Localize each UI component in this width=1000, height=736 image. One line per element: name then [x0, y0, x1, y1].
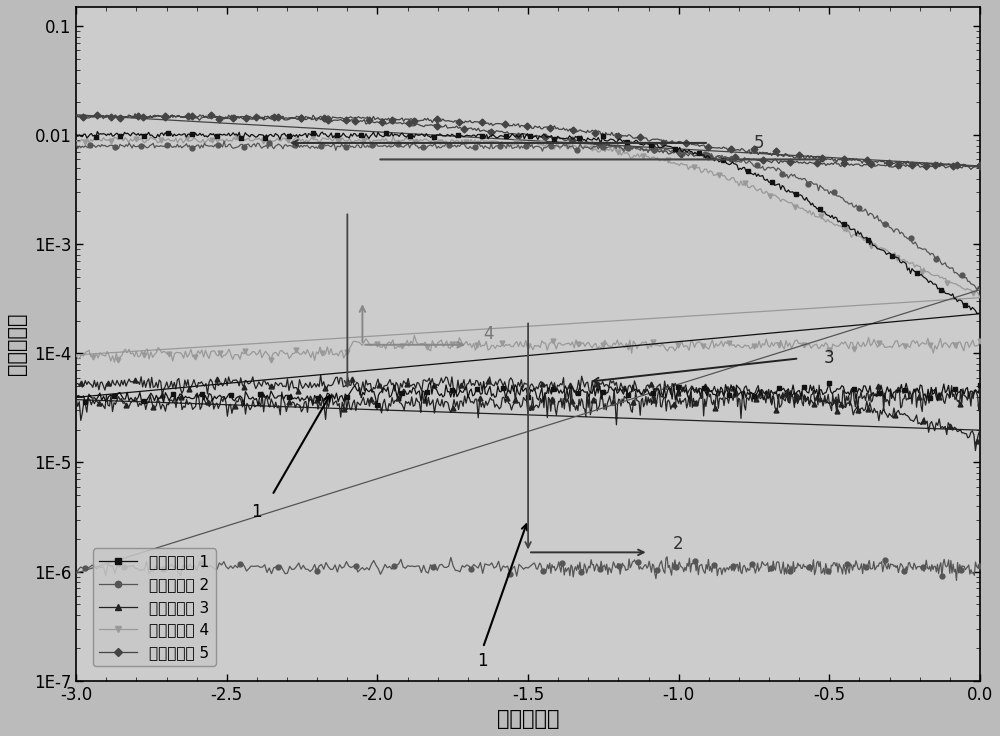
第一次扫描 1: [70, 130, 82, 138]
Text: 5: 5: [754, 134, 765, 152]
第三次扫描 3: [70, 379, 82, 388]
第四次扫描 4: [178, 354, 190, 363]
第二次扫描 2: [795, 564, 807, 573]
第二次扫描 2: [950, 576, 962, 585]
X-axis label: 电压（伏）: 电压（伏）: [497, 709, 559, 729]
第三次扫描 3: [816, 394, 828, 403]
第四次扫描 4: [635, 151, 647, 160]
Legend: 第一次扫描 1, 第二次扫描 2, 第三次扫描 3, 第四次扫描 4, 第五次扫描 5: 第一次扫描 1, 第二次扫描 2, 第三次扫描 3, 第四次扫描 4, 第五次扫…: [93, 548, 216, 666]
第四次扫描 4: [243, 351, 255, 360]
Line: 第五次扫描 5: 第五次扫描 5: [74, 111, 982, 171]
Text: 2: 2: [673, 535, 683, 553]
第二次扫描 2: [247, 562, 259, 571]
第四次扫描 4: [108, 358, 120, 367]
第五次扫描 5: [70, 112, 82, 121]
第三次扫描 3: [943, 394, 955, 403]
第一次扫描 1: [974, 381, 986, 389]
第四次扫描 4: [974, 337, 986, 346]
Text: 1: 1: [251, 503, 262, 521]
第五次扫描 5: [527, 132, 539, 141]
第五次扫描 5: [894, 157, 906, 166]
第一次扫描 1: [505, 132, 517, 141]
Y-axis label: 电流（安）: 电流（安）: [7, 313, 27, 375]
第二次扫描 2: [218, 137, 230, 146]
第二次扫描 2: [974, 562, 986, 570]
第一次扫描 1: [921, 395, 933, 404]
第五次扫描 5: [847, 155, 859, 163]
第四次扫描 4: [329, 132, 341, 141]
第三次扫描 3: [914, 418, 926, 427]
Line: 第四次扫描 4: 第四次扫描 4: [74, 134, 982, 364]
Line: 第一次扫描 1: 第一次扫描 1: [74, 129, 982, 408]
第三次扫描 3: [974, 399, 986, 408]
Text: 4: 4: [483, 325, 493, 343]
第三次扫描 3: [275, 379, 287, 388]
第五次扫描 5: [145, 113, 157, 121]
第四次扫描 4: [791, 336, 803, 344]
Line: 第二次扫描 2: 第二次扫描 2: [74, 138, 982, 583]
第五次扫描 5: [555, 125, 567, 134]
第五次扫描 5: [287, 114, 299, 123]
第一次扫描 1: [238, 401, 250, 410]
第四次扫描 4: [434, 137, 446, 146]
第三次扫描 3: [315, 371, 327, 380]
第四次扫描 4: [70, 136, 82, 145]
第二次扫描 2: [70, 140, 82, 149]
第三次扫描 3: [969, 446, 981, 455]
第二次扫描 2: [927, 250, 939, 258]
第三次扫描 3: [963, 387, 975, 396]
Text: 1: 1: [477, 652, 488, 670]
第三次扫描 3: [250, 401, 262, 410]
Line: 第三次扫描 3: 第三次扫描 3: [74, 372, 982, 453]
第一次扫描 1: [91, 127, 103, 136]
第五次扫描 5: [129, 109, 141, 118]
第四次扫描 4: [467, 138, 479, 147]
第二次扫描 2: [747, 562, 759, 571]
Text: 3: 3: [823, 350, 834, 367]
第五次扫描 5: [965, 165, 977, 174]
第二次扫描 2: [511, 572, 523, 581]
第一次扫描 1: [149, 133, 161, 142]
第一次扫描 1: [660, 394, 672, 403]
第一次扫描 1: [530, 388, 542, 397]
第五次扫描 5: [974, 160, 986, 169]
第二次扫描 2: [889, 224, 901, 233]
第一次扫描 1: [174, 389, 186, 398]
